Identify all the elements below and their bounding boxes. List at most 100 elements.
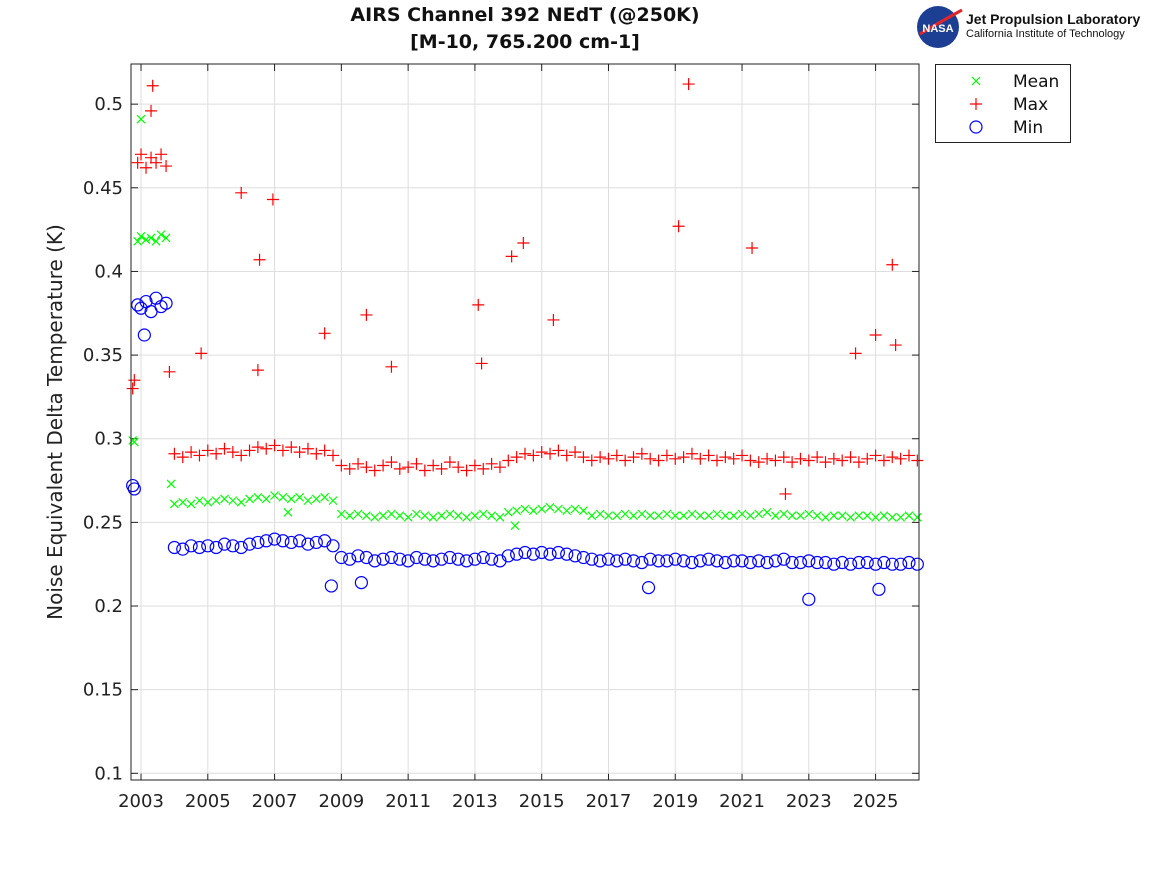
min-point <box>351 549 365 563</box>
max-point <box>619 454 632 467</box>
min-point <box>267 532 282 546</box>
mean-point <box>503 507 513 517</box>
max-point <box>660 449 673 462</box>
max-point <box>468 459 481 472</box>
min-point <box>131 298 145 312</box>
mean-point <box>545 502 555 512</box>
max-point <box>677 451 690 464</box>
min-point <box>451 552 465 566</box>
max-point <box>251 441 264 454</box>
max-point <box>547 313 560 326</box>
max-point <box>163 365 176 378</box>
min-point <box>409 550 424 565</box>
max-point <box>410 457 423 470</box>
max-point <box>602 452 615 465</box>
max-point <box>777 451 790 464</box>
max-point <box>293 446 306 459</box>
min-point <box>259 534 273 548</box>
min-point <box>568 549 582 563</box>
min-point <box>301 537 315 551</box>
min-point <box>376 552 390 566</box>
min-point <box>192 540 207 555</box>
x-tick-label: 2015 <box>519 791 565 812</box>
mean-point <box>520 504 530 514</box>
mean-point <box>829 511 839 521</box>
min-point <box>727 554 741 568</box>
chart-title-line-2: [M-10, 765.200 cm-1] <box>410 31 640 53</box>
min-point <box>468 552 482 566</box>
mean-point <box>345 511 355 521</box>
max-point <box>544 447 557 460</box>
max-point <box>377 459 390 472</box>
min-point <box>159 296 173 310</box>
mean-point <box>729 511 739 521</box>
min-point <box>860 555 874 570</box>
mean-point <box>695 511 705 521</box>
min-point <box>434 552 449 566</box>
max-point <box>131 156 144 169</box>
x-tick-label: 2007 <box>252 791 298 812</box>
min-point <box>242 537 257 551</box>
max-point <box>201 444 214 457</box>
mean-point <box>821 512 830 522</box>
chart-title-line-1: AIRS Channel 392 NEdT (@250K) <box>350 4 700 26</box>
mean-point <box>320 492 330 502</box>
min-point <box>184 539 198 553</box>
plot-frame <box>130 63 920 781</box>
min-point <box>201 539 215 553</box>
mean-point <box>687 509 697 519</box>
max-point <box>694 452 707 465</box>
max-point <box>176 451 189 464</box>
max-point <box>719 451 732 464</box>
y-tick-label: 0.4 <box>94 261 123 282</box>
max-point <box>140 161 153 174</box>
max-point <box>727 452 740 465</box>
mean-point <box>186 499 196 509</box>
max-point <box>869 329 882 342</box>
mean-point <box>587 511 597 521</box>
max-point <box>527 449 540 462</box>
legend-marker-mean <box>971 76 981 86</box>
max-point <box>235 449 248 462</box>
max-point <box>505 250 518 263</box>
min-point <box>702 552 716 566</box>
min-point <box>651 554 666 568</box>
max-point <box>243 444 256 457</box>
max-point <box>368 464 381 477</box>
min-point <box>354 575 368 590</box>
max-point <box>535 446 548 459</box>
mean-point <box>236 497 246 507</box>
max-point <box>510 451 523 464</box>
max-point <box>836 454 849 467</box>
min-point <box>735 554 749 568</box>
max-point <box>276 444 289 457</box>
max-point <box>844 451 857 464</box>
max-point <box>652 454 665 467</box>
max-point <box>827 452 840 465</box>
mean-point <box>904 511 914 521</box>
legend-marker-max <box>970 98 982 110</box>
min-point <box>777 552 791 566</box>
mean-point <box>253 492 263 502</box>
max-point <box>569 446 582 459</box>
max-point <box>168 447 181 460</box>
max-point <box>393 462 406 475</box>
max-point <box>193 449 206 462</box>
max-point <box>672 220 685 233</box>
max-point <box>819 456 832 469</box>
max-point <box>493 461 506 474</box>
min-point <box>843 557 858 571</box>
min-point <box>810 555 824 570</box>
max-point <box>627 451 640 464</box>
max-point <box>710 454 723 467</box>
min-point <box>802 592 816 606</box>
mean-point <box>579 506 588 516</box>
min-point <box>137 328 151 342</box>
nasa-meatball-icon: NASA <box>917 6 963 48</box>
jpl-logo: NASA Jet Propulsion Laboratory Californi… <box>914 4 1164 50</box>
max-point <box>360 461 373 474</box>
mean-point <box>311 494 321 504</box>
mean-point <box>220 494 229 504</box>
mean-point <box>412 509 421 519</box>
